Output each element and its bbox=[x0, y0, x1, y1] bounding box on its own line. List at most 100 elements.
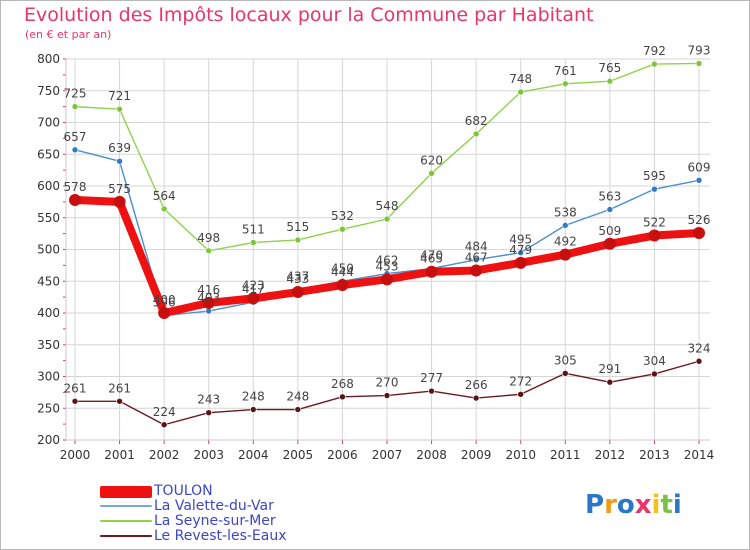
data-point-la-valette-du-var bbox=[472, 256, 480, 263]
data-label-la-valette-du-var: 538 bbox=[554, 205, 577, 219]
data-label-le-revest-les-eaux: 270 bbox=[376, 376, 399, 390]
data-point-la-valette-du-var bbox=[651, 185, 658, 193]
logo-letter: i bbox=[672, 490, 682, 520]
y-tick-label: 400 bbox=[37, 306, 60, 320]
data-point-la-seyne-sur-mer bbox=[383, 215, 391, 223]
legend-item-le-revest-les-eaux: Le Revest-les-Eaux bbox=[100, 529, 360, 544]
data-point-toulon bbox=[202, 296, 215, 309]
data-label-la-seyne-sur-mer: 792 bbox=[643, 44, 666, 58]
logo-letter: o bbox=[616, 490, 635, 520]
data-point-la-valette-du-var bbox=[116, 157, 123, 165]
data-label-le-revest-les-eaux: 261 bbox=[64, 381, 87, 395]
data-point-le-revest-les-eaux bbox=[517, 390, 525, 398]
data-point-toulon bbox=[693, 226, 705, 239]
y-tick-label: 750 bbox=[37, 84, 60, 98]
data-point-le-revest-les-eaux bbox=[71, 397, 79, 405]
data-label-la-valette-du-var: 639 bbox=[108, 141, 131, 155]
data-label-la-valette-du-var: 417 bbox=[242, 282, 265, 296]
x-tick-label: 2008 bbox=[416, 448, 447, 462]
data-label-la-valette-du-var: 470 bbox=[420, 249, 443, 263]
x-tick-label: 2000 bbox=[60, 448, 91, 462]
chart-title: Evolution des Impôts locaux pour la Comm… bbox=[24, 4, 594, 26]
x-tick-label: 2002 bbox=[149, 448, 180, 462]
x-tick-label: 2009 bbox=[461, 448, 492, 462]
data-label-la-seyne-sur-mer: 725 bbox=[64, 87, 87, 101]
data-point-la-valette-du-var bbox=[561, 222, 569, 229]
data-point-le-revest-les-eaux bbox=[472, 394, 480, 402]
data-point-le-revest-les-eaux bbox=[205, 409, 213, 416]
data-point-le-revest-les-eaux bbox=[606, 378, 614, 386]
data-point-le-revest-les-eaux bbox=[383, 392, 391, 399]
y-tick-label: 650 bbox=[37, 147, 60, 161]
proxiti-logo: Proxiti bbox=[585, 490, 682, 520]
data-label-toulon: 465 bbox=[420, 252, 443, 266]
legend-item-la-seyne-sur-mer: La Seyne-sur-Mer bbox=[100, 514, 360, 529]
data-point-la-seyne-sur-mer bbox=[205, 247, 213, 255]
data-label-la-valette-du-var: 396 bbox=[153, 296, 176, 310]
legend-item-la-valette-du-var: La Valette-du-Var bbox=[100, 499, 360, 514]
data-label-la-valette-du-var: 595 bbox=[643, 169, 666, 183]
data-label-le-revest-les-eaux: 243 bbox=[197, 393, 220, 407]
data-label-le-revest-les-eaux: 224 bbox=[153, 405, 176, 419]
y-tick-label: 550 bbox=[37, 211, 60, 225]
logo-letter: P bbox=[585, 490, 605, 520]
data-label-la-valette-du-var: 609 bbox=[688, 160, 711, 174]
logo-letter: r bbox=[604, 490, 617, 520]
x-tick-label: 2013 bbox=[639, 448, 670, 462]
data-point-la-seyne-sur-mer bbox=[339, 225, 346, 233]
data-label-toulon: 479 bbox=[509, 243, 532, 257]
data-point-le-revest-les-eaux bbox=[651, 370, 658, 378]
data-point-la-seyne-sur-mer bbox=[249, 239, 257, 246]
legend-label: La Valette-du-Var bbox=[154, 498, 274, 514]
data-point-toulon bbox=[425, 265, 438, 278]
data-label-toulon: 578 bbox=[64, 180, 87, 194]
y-tick-label: 700 bbox=[37, 116, 60, 130]
data-point-la-seyne-sur-mer bbox=[71, 103, 79, 110]
data-label-la-seyne-sur-mer: 548 bbox=[376, 199, 399, 213]
data-point-toulon bbox=[470, 264, 483, 277]
y-tick-label: 250 bbox=[37, 401, 60, 415]
data-label-la-seyne-sur-mer: 620 bbox=[420, 153, 443, 167]
x-tick-label: 2006 bbox=[327, 448, 358, 462]
data-point-toulon bbox=[381, 273, 393, 286]
data-label-toulon: 433 bbox=[286, 272, 309, 286]
data-point-toulon bbox=[69, 193, 81, 206]
legend-swatch bbox=[100, 520, 152, 522]
data-label-la-seyne-sur-mer: 748 bbox=[509, 72, 532, 86]
y-tick-label: 600 bbox=[37, 179, 60, 193]
data-point-toulon bbox=[291, 286, 304, 299]
data-point-toulon bbox=[247, 292, 260, 305]
data-point-le-revest-les-eaux bbox=[695, 357, 703, 365]
legend-swatch bbox=[100, 505, 152, 507]
data-label-la-seyne-sur-mer: 682 bbox=[465, 114, 488, 128]
data-label-toulon: 400 bbox=[153, 293, 176, 307]
data-label-la-valette-du-var: 495 bbox=[509, 233, 532, 247]
line-chart: 200 250 300 350 400 450 500 550 600 650 700 750 800 2… bbox=[37, 43, 715, 462]
data-point-le-revest-les-eaux bbox=[339, 393, 346, 401]
data-point-la-seyne-sur-mer bbox=[472, 130, 480, 138]
data-point-la-seyne-sur-mer bbox=[695, 60, 703, 67]
data-point-le-revest-les-eaux bbox=[294, 406, 302, 413]
data-label-la-seyne-sur-mer: 765 bbox=[598, 61, 621, 75]
data-label-la-seyne-sur-mer: 761 bbox=[554, 64, 577, 78]
data-label-la-seyne-sur-mer: 515 bbox=[286, 220, 309, 234]
data-point-la-seyne-sur-mer bbox=[116, 105, 123, 113]
legend-item-toulon: TOULON bbox=[100, 484, 360, 499]
data-point-la-valette-du-var bbox=[71, 146, 79, 154]
logo-letter: t bbox=[660, 490, 673, 520]
data-label-le-revest-les-eaux: 324 bbox=[688, 341, 711, 355]
data-label-toulon: 423 bbox=[242, 278, 265, 292]
data-label-le-revest-les-eaux: 272 bbox=[509, 374, 532, 388]
x-tick-label: 2005 bbox=[283, 448, 314, 462]
data-point-toulon bbox=[648, 229, 661, 242]
data-label-toulon: 575 bbox=[108, 182, 131, 196]
x-tick-label: 2014 bbox=[684, 448, 715, 462]
y-tick-label: 500 bbox=[37, 243, 60, 257]
data-point-la-seyne-sur-mer bbox=[294, 236, 302, 244]
data-label-le-revest-les-eaux: 305 bbox=[554, 353, 577, 367]
legend-swatch bbox=[100, 535, 152, 537]
x-tick-label: 2004 bbox=[238, 448, 269, 462]
y-tick-label: 800 bbox=[37, 52, 60, 66]
data-point-le-revest-les-eaux bbox=[561, 370, 569, 377]
data-label-la-seyne-sur-mer: 532 bbox=[331, 209, 354, 223]
